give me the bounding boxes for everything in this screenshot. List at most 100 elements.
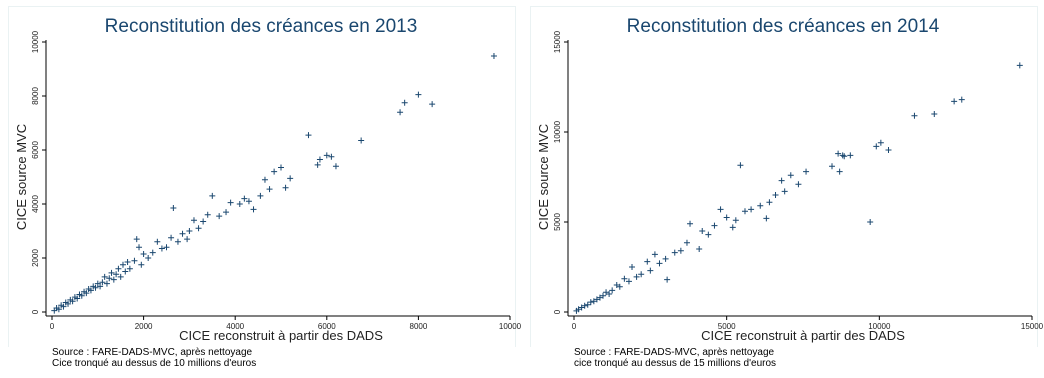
data-point [638,271,645,278]
data-point [662,255,669,262]
chart-title: Reconstitution des créances en 2013 [104,16,418,37]
data-point [717,206,724,213]
data-point [122,268,129,275]
data-point [108,269,115,276]
data-point [204,211,211,218]
truncation-note: Cice tronqué au dessus de 10 millions d'… [52,358,257,369]
data-point [316,156,323,163]
data-point [885,147,892,153]
data-point [677,247,684,254]
data-point [729,224,736,231]
data-point [671,249,678,256]
data-point [245,198,252,205]
data-point [236,201,243,207]
data-point [613,282,620,288]
data-point [170,205,177,212]
data-point [839,152,846,159]
x-tick-label: 10000 [868,322,891,331]
data-point [429,101,436,108]
data-point [748,206,755,213]
data-point [705,231,712,238]
data-point [190,217,197,224]
data-point [795,181,802,188]
data-point [115,265,122,272]
truncation-note: cice tronqué au dessus de 15 millions d'… [574,358,777,369]
x-tick-label: 6000 [318,322,336,331]
data-point [62,299,69,306]
data-point [328,153,335,160]
data-point [600,292,607,299]
y-tick-label: 4000 [31,195,40,213]
data-point [401,99,408,106]
data-point [609,287,616,294]
data-point [140,250,147,257]
data-point [223,209,230,216]
data-point [261,176,268,183]
data-point [644,258,651,265]
data-point [867,219,874,225]
data-point [94,280,101,287]
data-point [179,230,186,237]
data-point [836,168,843,175]
data-point [763,215,770,222]
data-point [149,249,156,256]
data-point [803,168,810,175]
data-point [154,238,161,245]
data-point [200,218,207,225]
y-tick-label: 5000 [553,213,562,231]
data-point [616,283,623,290]
y-axis-label: CICE source MVC [14,124,29,230]
data-point [271,168,278,175]
chart-frame [8,6,516,347]
data-point [958,96,965,103]
data-point [593,296,600,303]
data-point [781,188,788,195]
data-point [711,222,718,229]
data-point [741,208,748,215]
data-point [227,199,234,206]
y-tick-label: 10000 [553,120,562,143]
data-point [683,239,690,246]
data-point [723,214,730,221]
data-point [117,273,124,280]
data-point [51,307,58,314]
data-point [110,276,117,283]
x-tick-label: 10000 [499,322,522,331]
data-point [625,278,632,285]
x-tick-label: 8000 [410,322,428,331]
y-tick-label: 15000 [553,30,562,53]
data-point [136,244,143,251]
y-tick-label: 0 [31,309,40,314]
data-point [282,184,289,191]
data-point [305,132,312,139]
data-point [787,172,794,179]
data-point [584,301,591,308]
y-tick-label: 0 [553,309,562,314]
data-point [241,195,248,202]
data-point [138,261,145,268]
data-point [358,137,365,144]
data-point [664,276,671,283]
data-point [732,217,739,224]
y-axis-label: CICE source MVC [536,124,551,230]
chart-panel-2013: Reconstitution des créances en 2013 0 200… [8,6,522,369]
data-point [90,283,97,290]
data-point [323,152,330,159]
data-point [278,164,284,171]
data-point [873,143,880,150]
data-point [287,175,294,182]
y-tick-label: 2000 [31,249,40,267]
data-point [67,296,74,303]
x-tick-label: 2000 [135,322,153,331]
data-point [829,163,836,170]
data-point [174,238,181,245]
data-point [250,206,257,213]
data-point [76,291,83,298]
data-point [101,273,108,280]
data-point [216,213,223,220]
y-tick-label: 8000 [31,87,40,105]
data-point [332,163,339,170]
data-point [257,192,264,199]
chart-title: Reconstitution des créances en 2014 [626,16,940,37]
data-point [587,299,594,306]
